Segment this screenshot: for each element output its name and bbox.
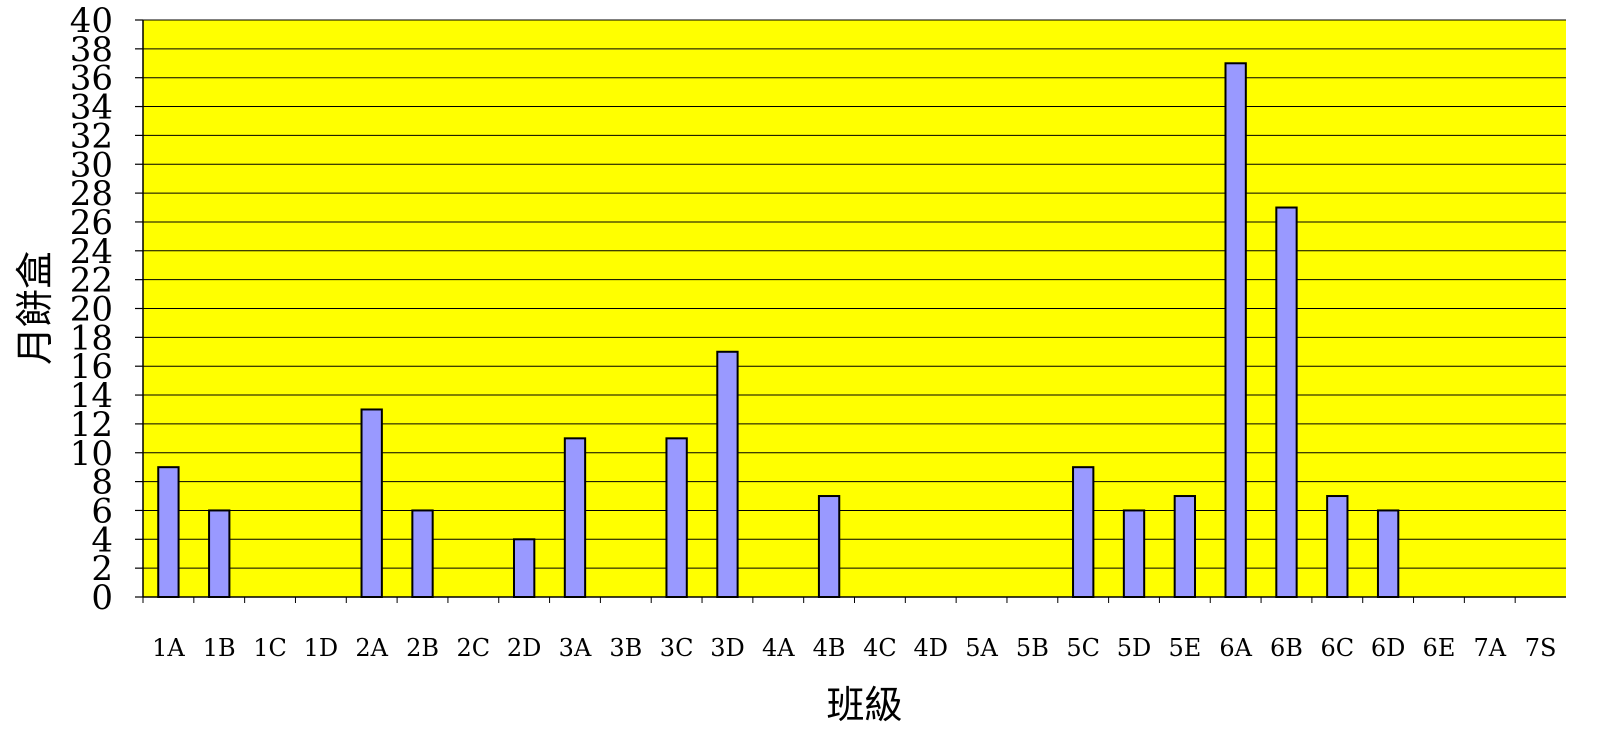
x-tick-label: 2B (406, 634, 439, 662)
x-axis-label: 班級 (826, 683, 902, 727)
bar-1B (208, 509, 231, 599)
x-tick-label: 3A (559, 634, 592, 662)
y-tick-label: 22 (70, 261, 113, 301)
bar-6D (1376, 509, 1400, 599)
x-tick-label: 6E (1423, 634, 1456, 662)
axes (142, 19, 1566, 598)
x-tick-label: 3D (710, 634, 745, 662)
x-tick-label: 1D (304, 634, 339, 662)
bars (157, 62, 1400, 599)
x-tick-label: 6D (1371, 634, 1406, 662)
y-tick-label: 28 (70, 174, 113, 214)
bar-6C (1326, 495, 1349, 598)
x-tick-label: 6C (1320, 634, 1354, 662)
y-tick-label: 26 (70, 203, 113, 243)
x-tick-label: 2C (457, 634, 491, 662)
x-tick-label: 4D (913, 634, 948, 662)
x-tick-label: 7S (1525, 634, 1557, 662)
bar-1A (157, 466, 180, 598)
bar-5E (1173, 495, 1197, 598)
y-tick-label: 40 (70, 1, 113, 41)
x-tick-labels: 1A 1B 1C 1D 2A 2B 2C 2D 3A 3B 3C 3D 4A 4B 4C 4D 5A 5B 5C 5D… (152, 634, 1556, 662)
x-tick-label: 1B (203, 634, 236, 662)
y-tick-label: 8 (91, 463, 113, 503)
x-tick-label: 6B (1270, 634, 1303, 662)
bar-3A (563, 437, 587, 599)
x-tick-label: 1C (253, 634, 287, 662)
y-tick-label: 4 (91, 520, 113, 560)
y-axis-label: 月餅盒 (13, 251, 57, 365)
x-tick-label: 5B (1016, 634, 1049, 662)
y-tick-label: 30 (70, 145, 113, 185)
y-tick-label: 24 (70, 232, 113, 272)
bar-2A (360, 408, 383, 598)
y-tick-label: 10 (70, 434, 113, 474)
x-tick-label: 4C (863, 634, 897, 662)
bar-6B (1275, 206, 1298, 598)
y-tick-label: 14 (70, 376, 113, 416)
x-tick-label: 5E (1168, 634, 1201, 662)
y-tick-label: 32 (70, 116, 113, 156)
y-tick-label: 12 (70, 405, 113, 445)
x-tick-label: 4B (813, 634, 846, 662)
x-tick-label: 5C (1066, 634, 1100, 662)
x-tick-label: 2D (507, 634, 542, 662)
x-tick-label: 5A (965, 634, 998, 662)
x-tick-label: 6A (1219, 634, 1252, 662)
y-tick-label: 20 (70, 290, 113, 330)
bar-5D (1122, 509, 1146, 599)
bar-2B (411, 509, 434, 599)
x-tick-label: 7A (1473, 634, 1506, 662)
x-tick-label: 4A (762, 634, 795, 662)
bar-6A (1224, 62, 1247, 598)
x-tick-label: 5D (1117, 634, 1152, 662)
y-tick-label: 0 (91, 578, 113, 618)
bar-3C (665, 437, 688, 599)
bar-2D (512, 538, 536, 598)
bar-4B (817, 495, 841, 598)
bar-5C (1072, 466, 1095, 598)
y-tick-label: 6 (91, 491, 113, 531)
bar-3D (716, 350, 739, 598)
x-tick-label: 2A (355, 634, 388, 662)
y-tick-label: 18 (70, 318, 113, 358)
y-tick-label: 36 (70, 59, 113, 99)
y-tick-label: 38 (70, 30, 113, 70)
x-tick-label: 1A (152, 634, 185, 662)
x-tick-label: 3C (660, 634, 694, 662)
y-tick-label: 34 (70, 88, 113, 128)
x-tick-label: 3B (609, 634, 642, 662)
y-tick-label: 2 (91, 549, 113, 589)
y-tick-label: 16 (70, 347, 113, 387)
